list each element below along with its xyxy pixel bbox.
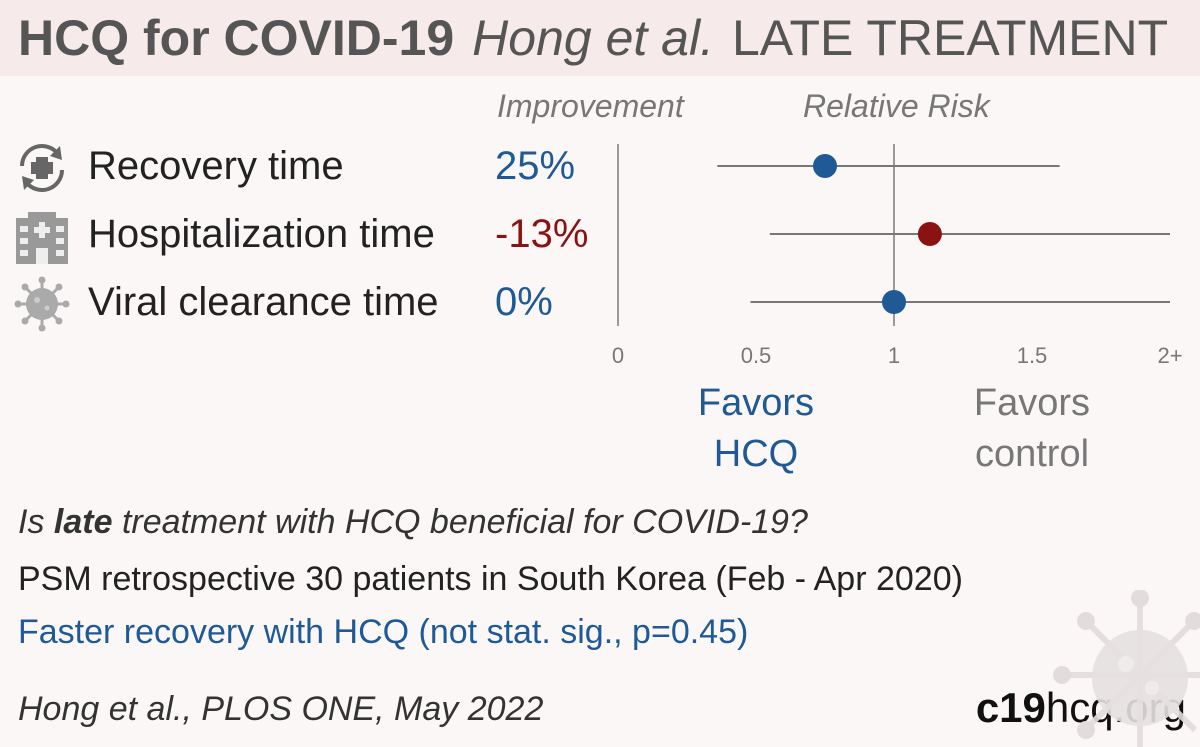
x-tick-label: 1.5 [1017, 343, 1048, 368]
site-bold: c19 [975, 684, 1046, 731]
rr-point [813, 154, 837, 178]
study-question: Is late treatment with HCQ beneficial fo… [18, 503, 808, 542]
x-tick-label: 1 [888, 343, 900, 368]
x-tick-label: 0 [612, 343, 624, 368]
x-tick-label: 2+ [1157, 343, 1182, 368]
outcome-label: Hospitalization time [88, 212, 435, 256]
relative-risk-forest-plot: 0 0.5 1 1.5 2+ [612, 144, 1183, 368]
outcome-row-recovery: Recovery time 25% [0, 136, 620, 196]
question-prefix: Is [18, 503, 54, 541]
virus-watermark-icon [1053, 590, 1200, 747]
favors-control-label: Favors control [973, 382, 1091, 475]
outcome-label: Recovery time [88, 144, 344, 188]
outcome-label: Viral clearance time [88, 280, 439, 324]
outcome-improvement: -13% [495, 212, 589, 256]
outcome-improvement: 25% [495, 144, 576, 188]
title-authors: Hong et al. [472, 10, 714, 66]
page-title: HCQ for COVID-19 Hong et al. LATE TREATMEN… [18, 10, 1168, 66]
virus-icon [14, 276, 70, 332]
outcome-improvement: 0% [495, 280, 553, 324]
recovery-icon [14, 140, 70, 196]
title-stage: LATE TREATMENT [732, 10, 1169, 66]
outcome-row-hospitalization: Hospitalization time -13% [0, 204, 620, 264]
title-main: HCQ for COVID-19 [18, 10, 455, 66]
x-tick-label: 0.5 [741, 343, 772, 368]
rr-point [882, 290, 906, 314]
rr-point [917, 222, 942, 246]
favors-hcq-label: Favors HCQ [697, 382, 815, 475]
question-bold: late [53, 503, 113, 541]
question-suffix: treatment with HCQ beneficial for COVID-… [112, 503, 808, 541]
outcome-row-viral-clearance: Viral clearance time 0% [0, 272, 620, 332]
improvement-column-header: Improvement [497, 88, 684, 124]
header-band [0, 0, 1200, 76]
study-design: PSM retrospective 30 patients in South K… [18, 560, 963, 598]
study-result: Faster recovery with HCQ (not stat. sig.… [18, 613, 749, 651]
citation: Hong et al., PLOS ONE, May 2022 [18, 690, 544, 728]
hospital-icon [14, 208, 70, 264]
relative-risk-column-header: Relative Risk [803, 88, 990, 124]
